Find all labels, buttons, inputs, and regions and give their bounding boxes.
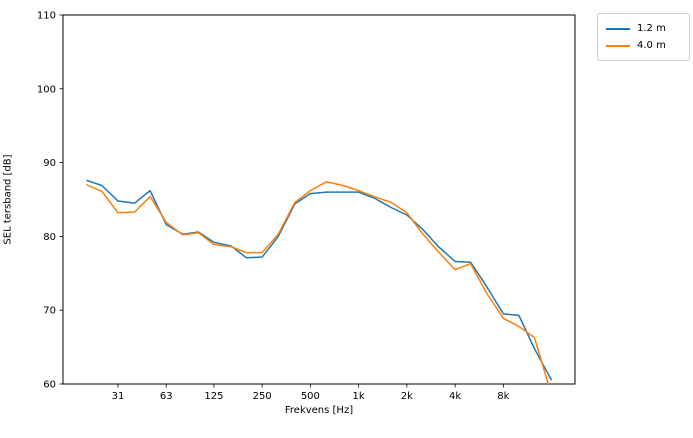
x-axis-label: Frekvens [Hz] (284, 405, 354, 416)
legend-line-swatch (606, 27, 630, 30)
x-tick-label: 500 (301, 391, 320, 402)
legend-item: 1.2 m (606, 20, 679, 37)
y-tick-label: 110 (37, 11, 56, 22)
y-tick-label: 80 (43, 232, 56, 243)
x-tick-label: 1k (353, 391, 365, 402)
x-tick-label: 31 (112, 391, 125, 402)
y-tick-label: 90 (43, 158, 56, 169)
x-tick-label: 2k (401, 391, 413, 402)
y-tick-label: 100 (37, 84, 56, 95)
legend-label: 4.0 m (637, 40, 666, 51)
y-axis-label: SEL tersband [dB] (2, 154, 14, 245)
legend-label: 1.2 m (637, 23, 666, 34)
y-tick-label: 70 (43, 306, 56, 317)
legend: 1.2 m 4.0 m (597, 13, 690, 61)
axes-box (62, 14, 576, 385)
series-line-4.0-m (86, 181, 550, 384)
y-tick-label: 60 (43, 380, 56, 391)
series-line-1.2-m (86, 179, 553, 381)
x-tick-label: 250 (253, 391, 272, 402)
x-tick-label: 63 (160, 391, 173, 402)
x-tick-label: 8k (497, 391, 509, 402)
legend-item: 4.0 m (606, 37, 679, 54)
x-tick-label: 4k (449, 391, 461, 402)
x-tick-label: 125 (204, 391, 223, 402)
legend-line-swatch (606, 44, 630, 47)
